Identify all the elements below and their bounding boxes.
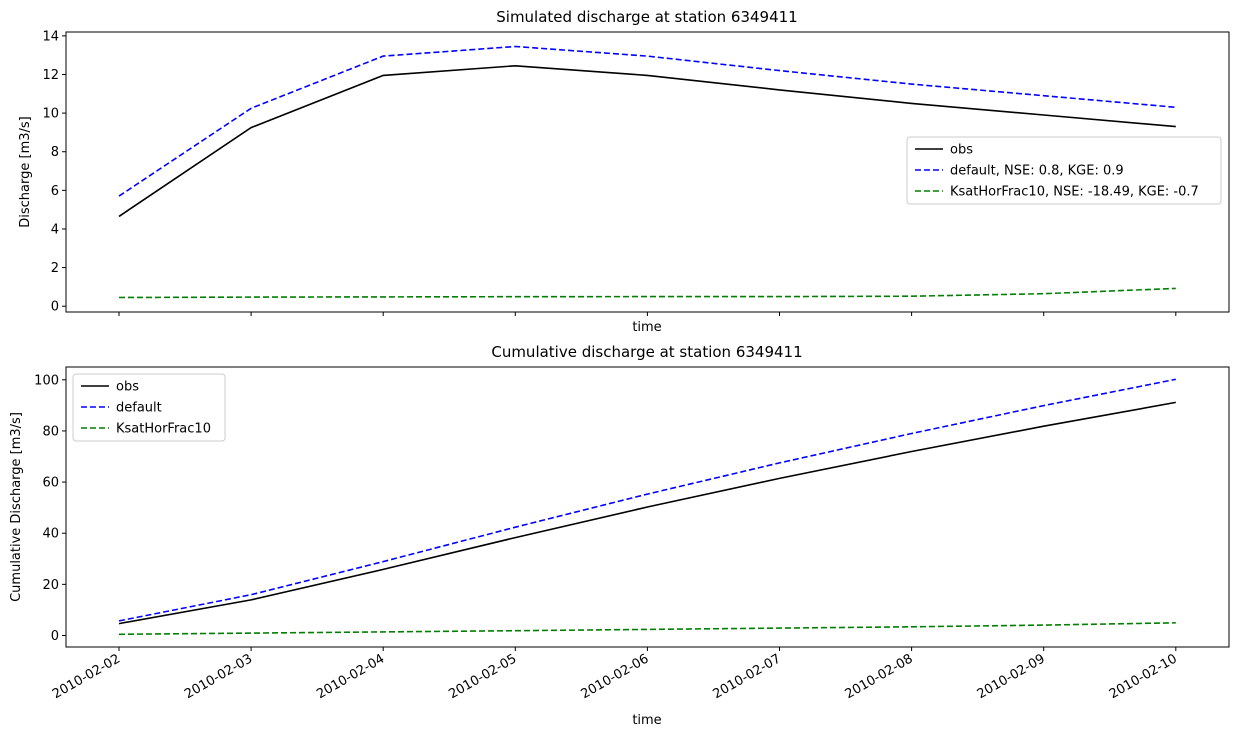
axes-frame <box>65 366 1230 648</box>
y-tick-label: 40 <box>42 527 59 542</box>
x-axis-label: time <box>632 713 661 728</box>
legend-box <box>906 136 1222 205</box>
axes-frame <box>65 31 1230 313</box>
y-tick-label: 6 <box>51 184 59 199</box>
series-line-default <box>118 45 1176 197</box>
legend-label-obs: obs <box>116 380 139 395</box>
y-axis-label: Discharge [m3/s] <box>18 116 33 227</box>
legend-label-KsatHorFrac10: KsatHorFrac10, NSE: -18.49, KGE: -0.7 <box>950 185 1199 200</box>
series-line-obs <box>118 401 1176 625</box>
series-line-KsatHorFrac10 <box>118 287 1176 299</box>
y-tick-label: 14 <box>42 29 59 44</box>
y-tick-label: 4 <box>51 222 59 237</box>
y-tick-group: 0 2 4 6 8 10 12 14 <box>42 29 66 315</box>
y-tick-label: 0 <box>51 300 59 315</box>
chart-title: Simulated discharge at station 6349411 <box>496 8 797 26</box>
chart-simulated-discharge: Simulated discharge at station 6349411 0… <box>18 8 1230 335</box>
y-tick-label: 10 <box>42 107 59 122</box>
legend-label-KsatHorFrac10: KsatHorFrac10 <box>116 422 211 437</box>
plot-lines <box>118 45 1176 299</box>
y-tick-label: 8 <box>51 145 59 160</box>
y-tick-label: 80 <box>42 424 59 439</box>
y-tick-group: 0 20 40 60 80 100 <box>34 373 66 644</box>
x-tick-label: 2010-02-06 <box>578 651 651 702</box>
chart-cumulative-discharge: Cumulative discharge at station 6349411 … <box>9 343 1230 728</box>
x-tick-group: 2010-02-02 2010-02-03 2010-02-04 2010-02-05… <box>50 647 1180 702</box>
x-tick-label: 2010-02-09 <box>975 651 1048 702</box>
chart-title: Cumulative discharge at station 6349411 <box>491 343 802 361</box>
x-tick-label: 2010-02-07 <box>711 651 784 702</box>
legend-label-default: default <box>116 401 162 416</box>
y-tick-label: 60 <box>42 476 59 491</box>
x-tick-label: 2010-02-02 <box>50 651 123 702</box>
legend-label-obs: obs <box>950 143 973 158</box>
y-tick-label: 0 <box>51 629 59 644</box>
series-line-default <box>118 378 1176 622</box>
y-tick-label: 2 <box>51 261 59 276</box>
legend-box <box>72 373 226 442</box>
x-tick-label: 2010-02-03 <box>182 651 255 702</box>
legend: obs default KsatHorFrac10 <box>72 373 226 442</box>
y-tick-label: 100 <box>34 373 59 388</box>
series-line-obs <box>118 64 1176 218</box>
y-tick-label: 20 <box>42 578 59 593</box>
plot-lines <box>118 378 1176 636</box>
x-tick-label: 2010-02-04 <box>314 651 387 702</box>
x-tick-label: 2010-02-05 <box>446 651 519 702</box>
y-axis-label: Cumulative Discharge [m3/s] <box>9 412 24 602</box>
x-tick-label: 2010-02-10 <box>1107 651 1180 702</box>
x-tick-group <box>118 312 1177 316</box>
legend: obs default, NSE: 0.8, KGE: 0.9 KsatHorFra… <box>906 136 1222 205</box>
y-tick-label: 12 <box>42 68 59 83</box>
legend-label-default: default, NSE: 0.8, KGE: 0.9 <box>950 164 1124 179</box>
x-tick-label: 2010-02-08 <box>843 651 916 702</box>
x-axis-label: time <box>632 320 661 335</box>
series-line-KsatHorFrac10 <box>118 622 1176 636</box>
